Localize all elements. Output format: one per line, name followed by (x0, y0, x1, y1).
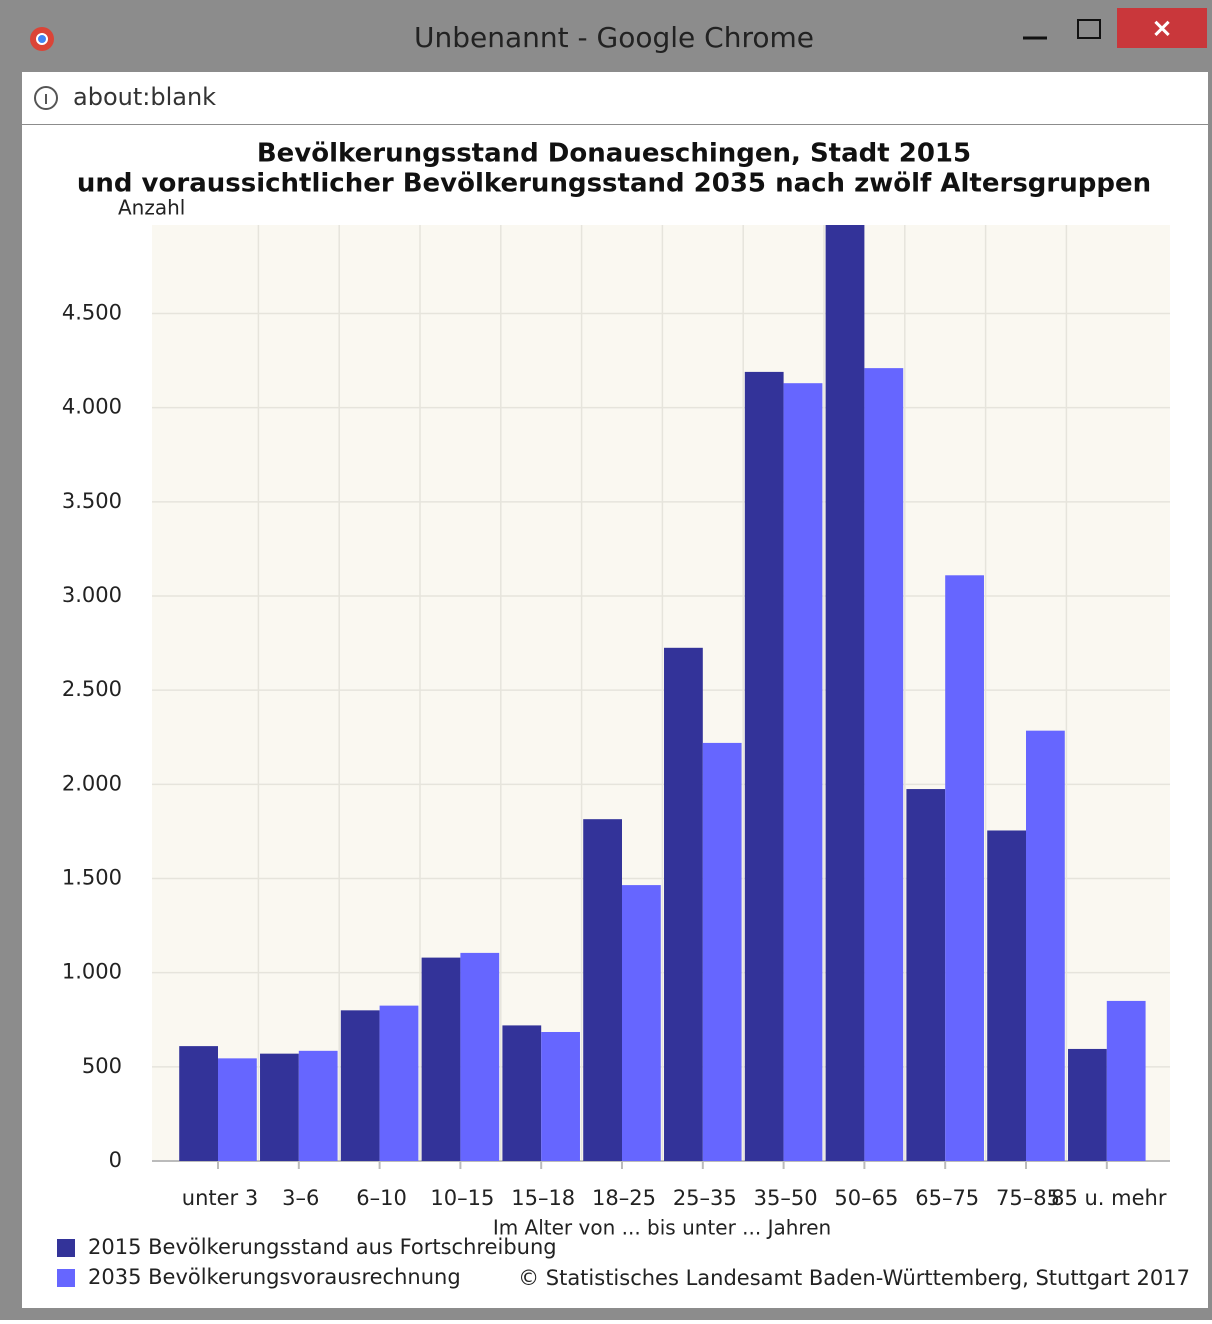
y-axis-label: Anzahl (118, 196, 185, 220)
x-tick-label: 35–50 (754, 1186, 818, 1210)
bar (622, 885, 661, 1161)
info-icon[interactable] (34, 86, 58, 110)
bar (179, 1046, 218, 1161)
bar (379, 1005, 419, 1161)
bar (1026, 730, 1065, 1161)
x-tick-label: 65–75 (915, 1186, 979, 1210)
bar (1106, 1000, 1146, 1161)
bar (340, 1010, 380, 1161)
y-tick-label: 0 (109, 1148, 122, 1172)
x-tick-label: unter 3 (182, 1186, 258, 1210)
close-button[interactable] (1117, 8, 1207, 48)
y-tick-label: 2.500 (62, 677, 122, 701)
bar (906, 789, 946, 1161)
y-tick-label: 3.500 (62, 489, 122, 513)
bar (1068, 1048, 1107, 1161)
bar (541, 1031, 580, 1161)
y-tick-label: 500 (82, 1054, 122, 1078)
bar (218, 1058, 257, 1161)
y-tick-label: 1.500 (62, 866, 122, 890)
x-tick-label: 10–15 (430, 1186, 494, 1210)
url[interactable]: about:blank (73, 83, 216, 111)
x-tick-label: 3–6 (282, 1186, 319, 1210)
bar (945, 575, 984, 1161)
address-bar[interactable] (22, 72, 1208, 124)
y-tick-label: 3.000 (62, 583, 122, 607)
close-icon: × (1151, 14, 1173, 44)
bar (987, 830, 1026, 1161)
x-tick-label: 6–10 (356, 1186, 407, 1210)
chart-title: Bevölkerungsstand Donaueschingen, Stadt … (257, 139, 971, 169)
x-axis-label: Im Alter von ... bis unter ... Jahren (493, 1216, 831, 1240)
x-tick-label: 25–35 (673, 1186, 737, 1210)
window-title: Unbenannt - Google Chrome (414, 21, 814, 54)
legend-label: 2015 Bevölkerungsstand aus Fortschreibun… (88, 1235, 557, 1259)
chart: Bevölkerungsstand Donaueschingen, Stadt … (57, 139, 1190, 1290)
bar (298, 1050, 338, 1161)
legend-swatch (57, 1239, 75, 1257)
x-tick-label: 18–25 (592, 1186, 656, 1210)
bar (825, 225, 865, 1161)
chrome-icon-center (36, 33, 48, 45)
legend-label: 2035 Bevölkerungsvorausrechnung (88, 1265, 461, 1289)
bar (783, 383, 823, 1162)
bar (744, 371, 784, 1162)
y-tick-label: 4.500 (62, 301, 122, 325)
bar (864, 368, 904, 1161)
bar (664, 647, 703, 1161)
bar (502, 1025, 542, 1161)
x-tick-label: 50–65 (834, 1186, 898, 1210)
x-tick-label: 15–18 (511, 1186, 575, 1210)
bar (260, 1053, 299, 1161)
bar (421, 957, 461, 1161)
y-tick-label: 2.000 (62, 771, 122, 795)
chart-title: und voraussichtlicher Bevölkerungsstand … (77, 169, 1151, 199)
y-tick-label: 1.000 (62, 960, 122, 984)
maximize-button[interactable] (1077, 19, 1101, 39)
x-tick-label: 85 u. mehr (1051, 1186, 1167, 1210)
source: © Statistisches Landesamt Baden-Württemb… (518, 1266, 1190, 1290)
x-tick-label: 75–85 (996, 1186, 1060, 1210)
y-tick-label: 4.000 (62, 395, 122, 419)
bar (460, 952, 500, 1161)
bar (583, 819, 622, 1161)
bar (702, 742, 742, 1161)
legend-swatch (57, 1269, 75, 1287)
